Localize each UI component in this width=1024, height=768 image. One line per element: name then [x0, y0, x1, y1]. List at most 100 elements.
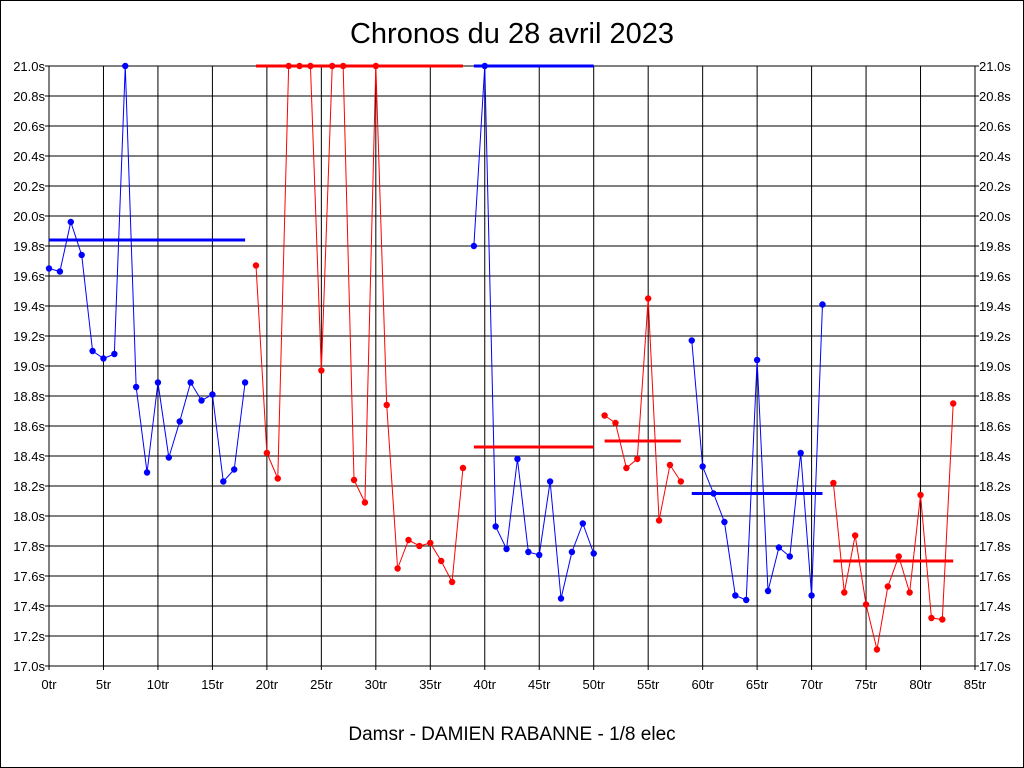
data-point [176, 418, 183, 425]
y-tick-label-left: 20.6s [13, 119, 45, 134]
chart-footer: Damsr - DAMIEN RABANNE - 1/8 elec [348, 724, 675, 745]
data-point [786, 553, 793, 560]
y-tick-label-right: 18.0s [979, 509, 1011, 524]
data-point [470, 242, 478, 250]
data-point [492, 523, 499, 530]
y-tick-label-left: 19.4s [13, 299, 45, 314]
data-point [873, 646, 881, 653]
data-point [819, 301, 826, 308]
data-point [688, 337, 695, 344]
data-point [623, 464, 630, 472]
y-tick-label-left: 17.2s [13, 629, 45, 644]
series-line [48, 65, 246, 483]
data-point [89, 347, 96, 355]
data-point [721, 518, 728, 526]
series-line [255, 65, 464, 584]
data-point [285, 62, 292, 70]
data-point [448, 578, 456, 586]
y-tick-label-left: 17.8s [13, 539, 45, 554]
data-point [644, 295, 652, 302]
data-point [579, 520, 587, 527]
series-line [604, 298, 682, 521]
data-point [209, 391, 216, 398]
x-tick-label: 0tr [41, 677, 57, 692]
data-point [862, 601, 870, 608]
chart-title: Chronos du 28 avril 2023 [350, 18, 674, 50]
y-tick-label-right: 17.2s [979, 629, 1011, 644]
data-point [612, 419, 619, 427]
y-tick-label-left: 20.8s [13, 89, 45, 104]
data-point [525, 548, 532, 556]
data-point [427, 539, 434, 547]
x-tick-label: 15tr [201, 677, 224, 692]
data-point [122, 62, 129, 70]
data-point [481, 62, 488, 70]
y-tick-label-right: 17.0s [979, 659, 1011, 674]
data-point [710, 490, 717, 497]
y-tick-label-right: 21.0s [979, 59, 1011, 74]
x-tick-label: 65tr [746, 677, 769, 692]
data-point [241, 379, 249, 386]
data-point [143, 469, 151, 476]
data-point [154, 379, 162, 386]
data-point [132, 383, 140, 391]
x-tick-label: 40tr [474, 677, 497, 692]
data-point [764, 587, 772, 595]
data-point [56, 268, 64, 275]
y-tick-label-right: 19.8s [979, 239, 1011, 254]
data-point [917, 491, 924, 499]
x-tick-label: 35tr [419, 677, 442, 692]
data-point [416, 542, 423, 550]
y-tick-label-left: 19.8s [13, 239, 45, 254]
y-tick-label-right: 17.8s [979, 539, 1011, 554]
data-point [263, 449, 271, 457]
y-tick-label-right: 17.4s [979, 599, 1011, 614]
data-point [830, 479, 837, 487]
data-point [67, 218, 74, 226]
data-point [503, 545, 510, 553]
data-point [296, 62, 303, 70]
y-tick-label-left: 18.6s [13, 419, 45, 434]
data-point [743, 596, 750, 604]
y-tick-label-right: 19.4s [979, 299, 1011, 314]
x-tick-label: 30tr [365, 677, 388, 692]
y-tick-label-left: 21.0s [13, 59, 45, 74]
x-tick-label: 60tr [691, 677, 714, 692]
y-tick-label-left: 18.8s [13, 389, 45, 404]
y-tick-label-left: 18.2s [13, 479, 45, 494]
series [45, 62, 957, 653]
y-tick-label-right: 19.6s [979, 269, 1011, 284]
data-point [928, 614, 935, 622]
x-tick-label: 70tr [800, 677, 823, 692]
data-point [732, 592, 739, 599]
y-tick-label-left: 17.0s [13, 659, 45, 674]
y-tick-label-right: 18.4s [979, 449, 1011, 464]
data-point [100, 355, 107, 362]
data-point [699, 463, 706, 470]
data-point [851, 532, 859, 539]
x-tick-label: 10tr [147, 677, 170, 692]
y-tick-label-left: 17.4s [13, 599, 45, 614]
data-point [231, 466, 238, 473]
y-tick-label-left: 18.4s [13, 449, 45, 464]
data-point [405, 536, 412, 544]
x-tick-label: 25tr [310, 677, 333, 692]
y-tick-label-left: 19.6s [13, 269, 45, 284]
data-point [198, 397, 205, 404]
x-tick-label: 45tr [528, 677, 551, 692]
data-point [45, 265, 53, 272]
y-tick-label-left: 19.2s [13, 329, 45, 344]
y-tick-label-right: 18.8s [979, 389, 1011, 404]
data-point [220, 478, 227, 485]
data-point [775, 544, 783, 551]
y-tick-label-right: 20.4s [979, 149, 1011, 164]
data-point [666, 461, 674, 469]
data-point [274, 475, 281, 482]
y-tick-label-right: 19.2s [979, 329, 1011, 344]
data-point [841, 589, 848, 596]
data-point [339, 62, 347, 70]
x-tick-label: 75tr [855, 677, 878, 692]
data-point [437, 557, 445, 565]
series-line [473, 65, 595, 599]
data-point [394, 565, 401, 572]
